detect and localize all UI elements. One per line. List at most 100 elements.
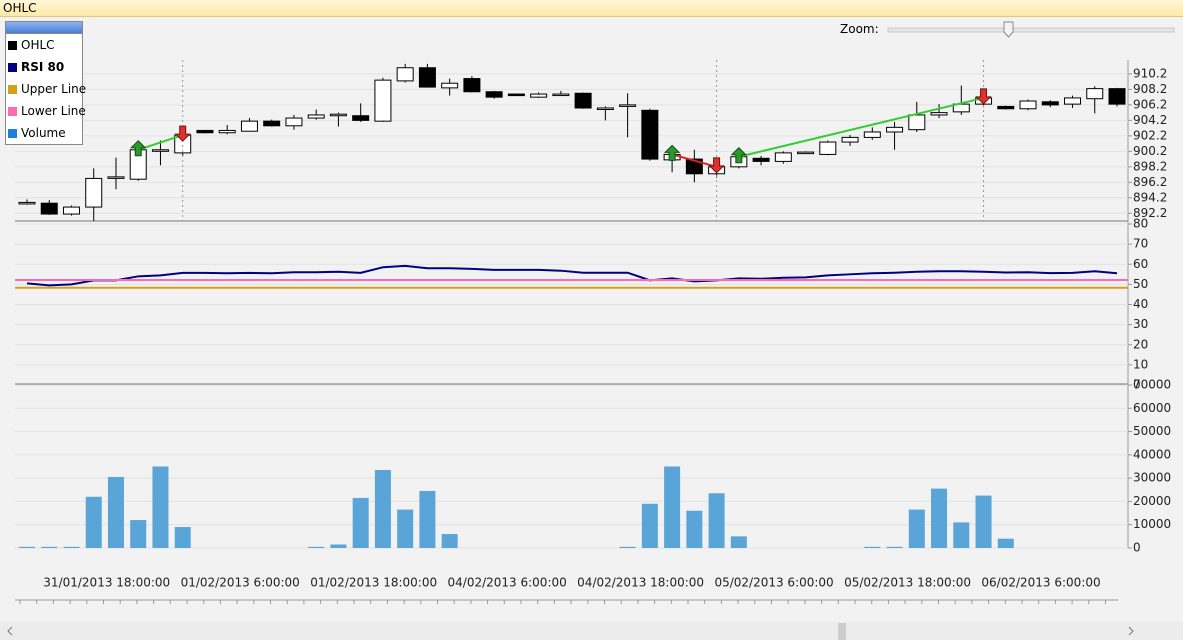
y-tick-label: 896.2 bbox=[1133, 175, 1167, 189]
trade-line bbox=[738, 96, 984, 158]
candle-body bbox=[1041, 101, 1059, 106]
x-tick-label: 05/02/2013 6:00:00 bbox=[714, 576, 833, 590]
y-tick-label: 908.2 bbox=[1133, 82, 1167, 96]
trade-line bbox=[671, 153, 717, 168]
scrollbar[interactable] bbox=[0, 622, 1183, 640]
volume-bar bbox=[441, 534, 458, 548]
candle-body bbox=[374, 79, 392, 122]
y-tick-label: 20 bbox=[1133, 337, 1148, 351]
candle-body bbox=[1064, 97, 1082, 105]
buy-arrow bbox=[730, 147, 748, 164]
y-tick-label: 70 bbox=[1133, 237, 1148, 251]
candle-body bbox=[1086, 88, 1104, 100]
volume-bar bbox=[708, 493, 725, 548]
y-tick-label: 910.2 bbox=[1133, 66, 1167, 80]
legend-item[interactable]: Volume bbox=[6, 122, 82, 144]
y-tick-label: 40000 bbox=[1133, 447, 1171, 461]
y-tick-label: 70000 bbox=[1133, 378, 1171, 392]
legend: OHLC RSI 80 Upper Line Lower Line Volume bbox=[5, 21, 86, 145]
y-tick-label: 892.2 bbox=[1133, 206, 1167, 220]
x-tick-label: 01/02/2013 6:00:00 bbox=[181, 576, 300, 590]
volume-bar bbox=[619, 546, 636, 548]
candle-body bbox=[619, 104, 637, 107]
scroll-thumb[interactable] bbox=[838, 623, 846, 640]
candle-body bbox=[886, 126, 904, 133]
candle-body bbox=[530, 93, 548, 98]
candle-body bbox=[62, 206, 80, 215]
volume-bar bbox=[330, 544, 347, 548]
buy-arrow bbox=[130, 140, 147, 157]
volume-bar bbox=[730, 536, 747, 548]
legend-label: RSI 80 bbox=[21, 60, 65, 74]
y-tick-label: 80 bbox=[1133, 217, 1148, 231]
x-tick-label: 31/01/2013 18:00:00 bbox=[43, 576, 170, 590]
candle-body bbox=[574, 92, 592, 109]
volume-bar bbox=[908, 509, 925, 548]
volume-bar bbox=[641, 503, 658, 548]
x-tick-label: 04/02/2013 18:00:00 bbox=[577, 576, 704, 590]
volume-bar bbox=[352, 497, 369, 548]
volume-bar bbox=[686, 510, 703, 548]
legend-item[interactable]: OHLC bbox=[6, 34, 82, 56]
candle-body bbox=[752, 157, 770, 162]
volume-bar bbox=[107, 476, 124, 548]
scroll-arrows[interactable] bbox=[7, 626, 1134, 636]
volume-bar bbox=[397, 509, 414, 548]
volume-bar bbox=[931, 488, 948, 548]
candle-body bbox=[841, 136, 859, 143]
y-tick-label: 10 bbox=[1133, 357, 1148, 371]
candle-body bbox=[18, 201, 36, 205]
candle-body bbox=[552, 93, 570, 97]
y-tick-label: 894.2 bbox=[1133, 190, 1167, 204]
legend-label: OHLC bbox=[21, 38, 55, 52]
rsi-line bbox=[26, 264, 1118, 287]
y-tick-label: 10000 bbox=[1133, 517, 1171, 531]
volume-bar bbox=[63, 546, 80, 548]
candle-body bbox=[352, 115, 370, 121]
y-tick-label: 902.2 bbox=[1133, 128, 1167, 142]
y-tick-label: 904.2 bbox=[1133, 113, 1167, 127]
legend-item[interactable]: RSI 80 bbox=[6, 56, 82, 78]
y-tick-label: 60000 bbox=[1133, 401, 1171, 415]
volume-bar bbox=[130, 520, 147, 548]
y-tick-label: 60 bbox=[1133, 257, 1148, 271]
candle-body bbox=[307, 114, 325, 119]
legend-swatch bbox=[8, 129, 17, 138]
x-tick-label: 04/02/2013 6:00:00 bbox=[448, 576, 567, 590]
volume-bar bbox=[953, 522, 970, 548]
sell-arrow bbox=[708, 157, 725, 174]
candle-body bbox=[441, 82, 459, 89]
volume-bar bbox=[308, 546, 325, 548]
candle-body bbox=[641, 109, 659, 160]
volume-bar bbox=[419, 490, 436, 548]
volume-bar bbox=[152, 466, 169, 548]
volume-bar bbox=[975, 495, 992, 548]
legend-item[interactable]: Upper Line bbox=[6, 78, 86, 100]
y-tick-label: 50 bbox=[1133, 277, 1148, 291]
y-tick-label: 30 bbox=[1133, 317, 1148, 331]
buy-arrow bbox=[663, 144, 681, 161]
volume-bar bbox=[864, 546, 881, 548]
x-tick-label: 01/02/2013 18:00:00 bbox=[310, 576, 437, 590]
window-title: OHLC bbox=[3, 1, 37, 15]
candle-body bbox=[218, 129, 236, 134]
zoom-thumb[interactable] bbox=[1003, 21, 1014, 38]
candle-body bbox=[85, 177, 103, 208]
candle-body bbox=[285, 117, 303, 127]
volume-bar bbox=[664, 466, 681, 548]
x-tick-label: 06/02/2013 6:00:00 bbox=[981, 576, 1100, 590]
y-tick-label: 50000 bbox=[1133, 424, 1171, 438]
legend-label: Upper Line bbox=[21, 82, 87, 96]
y-tick-label: 20000 bbox=[1133, 494, 1171, 508]
x-tick-label: 05/02/2013 18:00:00 bbox=[844, 576, 971, 590]
candle-body bbox=[107, 176, 125, 179]
y-tick-label: 30000 bbox=[1133, 471, 1171, 485]
legend-item[interactable]: Lower Line bbox=[6, 100, 86, 122]
candle-body bbox=[863, 131, 881, 138]
candle-body bbox=[930, 112, 948, 116]
zoom-label: Zoom: bbox=[840, 22, 879, 36]
candle-body bbox=[797, 151, 815, 155]
candle-body bbox=[1019, 100, 1037, 110]
zoom-track[interactable] bbox=[887, 27, 1175, 33]
